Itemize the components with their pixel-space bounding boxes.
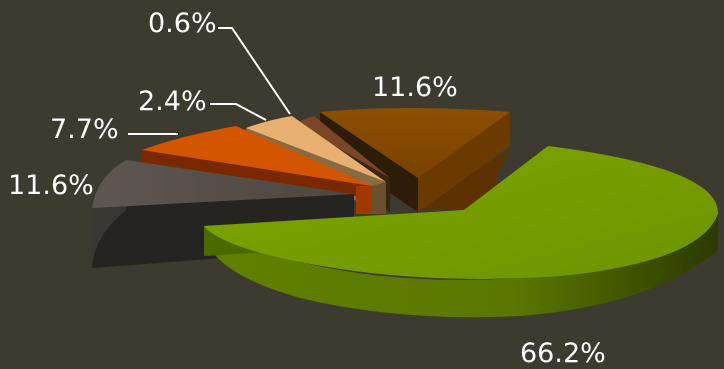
pie-slice-5-top: [296, 116, 390, 178]
leader-line-2-4: [210, 103, 267, 121]
leader-lines: [128, 27, 291, 135]
data-label-0-6: 0.6%: [148, 8, 217, 39]
pie-slice-2-top: [92, 160, 354, 208]
data-label-11-6-left: 11.6%: [8, 170, 94, 201]
data-label-66-2: 66.2%: [520, 338, 606, 369]
pie-slice-1: [203, 146, 719, 318]
pie-slice-3: [142, 126, 372, 214]
data-label-2-4: 2.4%: [138, 86, 207, 117]
data-labels: 0.6% 2.4% 7.7% 11.6% 11.6% 66.2%: [8, 8, 606, 369]
pie-slice-3-top: [142, 126, 372, 186]
pie-slice-1-side: [203, 214, 718, 318]
pie-slice-1-top: [204, 146, 719, 279]
pie-slice-3-side: [142, 150, 372, 196]
leader-line-0-6: [218, 27, 291, 115]
pie-slice-6-top: [320, 108, 510, 178]
data-label-7-7: 7.7%: [50, 114, 119, 145]
pie-slice-3-cut: [356, 186, 372, 214]
pie-slice-6-cut-face-2: [418, 112, 510, 212]
pie-slice-4-cut: [372, 182, 386, 214]
pie-slice-4-top: [246, 116, 386, 182]
data-label-11-6-right: 11.6%: [372, 72, 458, 103]
